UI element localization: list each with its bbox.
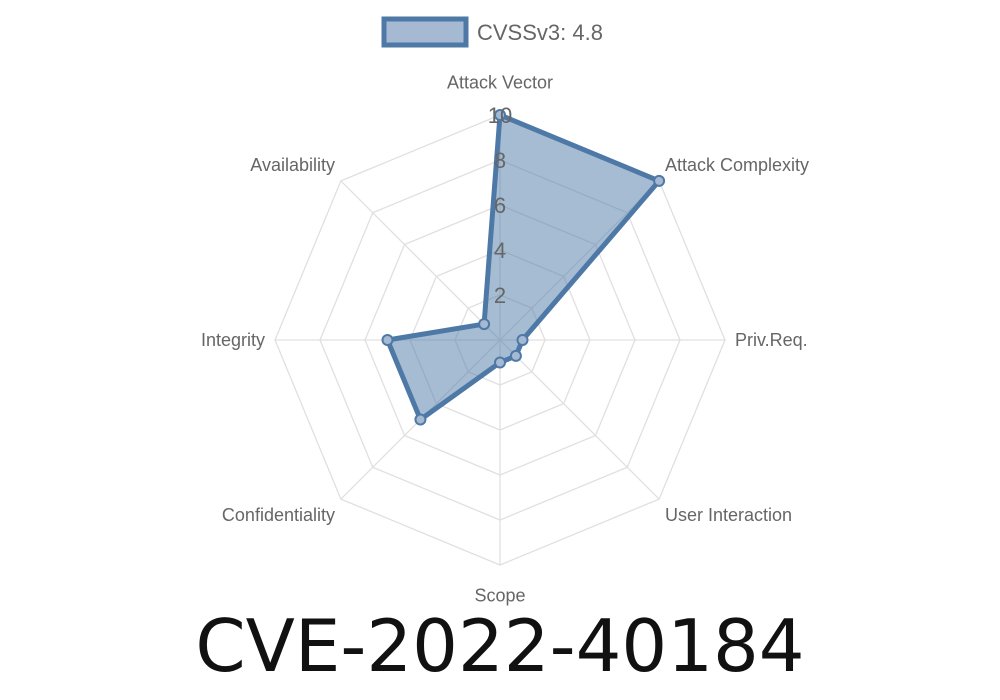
- tick-label: 2: [494, 283, 506, 308]
- tick-label: 4: [494, 238, 506, 263]
- cve-title: CVE-2022-40184: [195, 604, 805, 688]
- axis-label: Attack Vector: [447, 73, 553, 93]
- axis-label: Availability: [250, 155, 335, 175]
- tick-label: 6: [494, 193, 506, 218]
- grid-spoke: [340, 180, 501, 341]
- data-point: [478, 318, 491, 331]
- grid-spoke: [499, 339, 660, 500]
- data-point: [509, 349, 522, 362]
- tick-label: 8: [494, 148, 506, 173]
- axis-label: Priv.Req.: [735, 330, 808, 350]
- axis-label: Integrity: [201, 330, 265, 350]
- axis-label: Confidentiality: [222, 505, 335, 525]
- data-point: [414, 413, 427, 426]
- data-point: [516, 334, 529, 346]
- tick-label: 10: [488, 103, 512, 128]
- axis-label: Scope: [474, 586, 525, 606]
- data-point: [381, 334, 394, 346]
- legend-label: CVSSv3: 4.8: [477, 20, 603, 45]
- data-point: [494, 356, 506, 369]
- axis-label: User Interaction: [665, 505, 792, 525]
- data-point: [653, 174, 666, 187]
- legend-swatch: [381, 16, 469, 48]
- axis-label: Attack Complexity: [665, 155, 809, 175]
- series-area: [385, 112, 662, 423]
- data-point: [494, 109, 506, 121]
